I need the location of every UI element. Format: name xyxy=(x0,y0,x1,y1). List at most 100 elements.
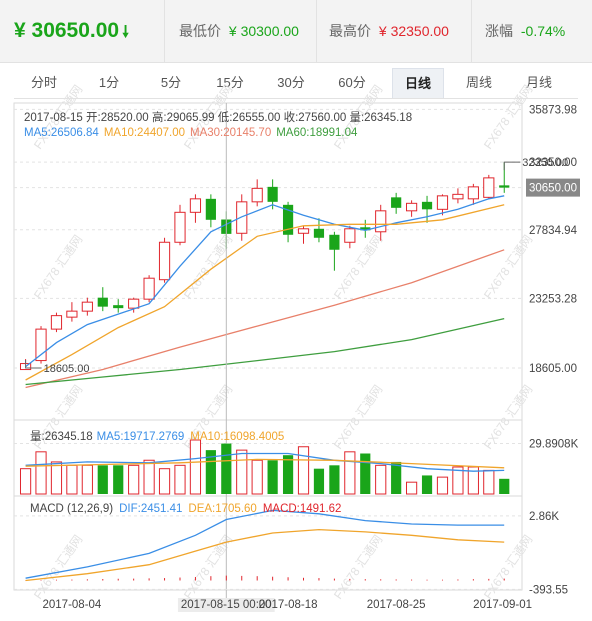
dea-line xyxy=(25,528,505,582)
macd-legend-item: DEA:1705.60 xyxy=(188,503,256,515)
watermark-text: FX678 汇通网 xyxy=(31,232,85,301)
kline-info: 2017-08-15 开:28520.00 高:29065.99 低:26555… xyxy=(24,110,412,124)
ma30-line xyxy=(25,249,505,389)
high-marker-pointer xyxy=(503,161,521,171)
quote-header: ¥ 30650.00 🠗 最低价 ¥ 30300.00 最高价 ¥ 32350.0… xyxy=(0,0,592,63)
candle-body xyxy=(267,186,278,202)
ma5-line xyxy=(25,195,505,368)
volume-ma5-line xyxy=(25,452,505,472)
tab-monthly[interactable]: 月线 xyxy=(525,75,552,90)
watermark-text: FX678 汇通网 xyxy=(331,532,385,601)
down-arrow-icon: 🠗 xyxy=(122,24,129,41)
candle-body xyxy=(375,210,387,233)
macd-legend-item: DIF:2451.41 xyxy=(119,503,182,515)
watermark-text: FX678 汇通网 xyxy=(481,232,535,301)
x-axis-label: 2017-09-01 xyxy=(473,599,532,611)
volume-ma10-line xyxy=(25,458,505,469)
chart-frame xyxy=(13,102,523,591)
macd-y-tick: 2.86K xyxy=(529,511,559,523)
volume-bar xyxy=(267,460,278,494)
volume-bar xyxy=(174,464,186,495)
tab-5min[interactable]: 5分 xyxy=(160,75,182,90)
current-price-tag-bg xyxy=(526,178,580,197)
low-price-label: 最低价 xyxy=(179,23,221,39)
y-tick-label: 32350.00 xyxy=(529,157,577,169)
volume-bar xyxy=(19,468,32,495)
volume-bar xyxy=(143,459,155,495)
volume-bar xyxy=(128,464,140,495)
low-price: 最低价 ¥ 30300.00 xyxy=(179,0,299,62)
change-percent-value: -0.74% xyxy=(520,23,566,39)
low-marker-pointer xyxy=(25,359,42,369)
watermark-text: FX678 汇通网 xyxy=(481,82,535,151)
volume-y-tick: 29.8908K xyxy=(529,439,579,451)
y-tick-label: 27834.94 xyxy=(529,225,578,237)
candle-body xyxy=(313,228,325,238)
volume-bar xyxy=(499,478,510,494)
candle-body xyxy=(128,298,140,309)
high-marker-label: 32350.00 xyxy=(522,157,568,169)
x-axis-label: 2017-08-15 00:00 xyxy=(181,599,272,611)
tab-weekly[interactable]: 周线 xyxy=(465,75,492,90)
volume-info: 量:26345.18 xyxy=(30,430,93,443)
candle-body xyxy=(97,297,108,307)
candle-body xyxy=(391,197,402,208)
low-price-value: ¥ 30300.00 xyxy=(228,23,299,39)
volume-bar xyxy=(421,475,433,494)
volume-bar xyxy=(344,451,356,495)
volume-bar xyxy=(297,446,310,495)
candle-body xyxy=(421,201,433,210)
volume-bar xyxy=(436,476,449,495)
watermark-text: FX678 汇通网 xyxy=(181,232,235,301)
candle-body xyxy=(143,277,155,300)
dif-line xyxy=(25,509,505,579)
watermark-text: FX678 汇通网 xyxy=(481,382,535,451)
y-tick-label: 18605.00 xyxy=(529,363,577,375)
tab-60min[interactable]: 60分 xyxy=(338,75,366,90)
tab-1min-timeshare[interactable]: 分时 xyxy=(30,75,57,90)
volume-bar xyxy=(251,459,263,495)
volume-bar xyxy=(406,481,418,495)
volume-bar xyxy=(66,464,78,495)
change-percent: 涨幅 -0.74% xyxy=(485,0,565,62)
watermark-text: FX678 汇通网 xyxy=(481,532,535,601)
volume-bar xyxy=(483,469,495,495)
volume-bar xyxy=(452,466,464,495)
period-tabs: 分时 1分 5分 15分 30分 60分 日线 周线 月线 xyxy=(14,68,578,100)
change-percent-label: 涨幅 xyxy=(485,23,513,39)
candle-body xyxy=(467,186,479,200)
volume-bar xyxy=(50,461,63,495)
volume-bar xyxy=(158,468,171,495)
macd-y-tick: -393.55 xyxy=(529,584,568,596)
candle-body xyxy=(282,204,294,235)
tab-daily[interactable]: 日线 xyxy=(392,68,444,99)
candle-body xyxy=(205,198,216,220)
tab-1min[interactable]: 1分 xyxy=(98,75,120,90)
y-tick-label: 35873.98 xyxy=(529,104,577,116)
ma-legend-item: MA10:24407.00 xyxy=(104,127,185,139)
volume-bar xyxy=(35,451,47,495)
candle-body xyxy=(158,241,171,281)
tab-15min[interactable]: 15分 xyxy=(216,75,244,90)
volume-legend-item: MA5:19717.2769 xyxy=(97,431,185,443)
volume-bar xyxy=(282,455,294,494)
volume-bar xyxy=(189,439,202,495)
volume-legend-item: MA10:16098.4005 xyxy=(190,431,284,443)
candle-body xyxy=(113,305,124,309)
volume-bar xyxy=(391,461,402,494)
candle-body xyxy=(360,227,371,231)
candle-body xyxy=(81,301,93,312)
tab-30min[interactable]: 30分 xyxy=(277,75,305,90)
ma-legend-item: MA60:18991.04 xyxy=(276,127,358,139)
watermark-text: FX678 汇通网 xyxy=(181,532,235,601)
candle-body xyxy=(236,201,248,234)
candle-body xyxy=(297,228,310,234)
y-tick-label: 30650.00 xyxy=(529,183,577,195)
candle-body xyxy=(344,228,356,243)
macd-info: MACD (12,26,9) xyxy=(30,503,113,515)
volume-bar xyxy=(113,465,124,494)
volume-bar xyxy=(329,465,340,494)
candle-body xyxy=(329,234,340,250)
volume-bar xyxy=(221,443,232,494)
